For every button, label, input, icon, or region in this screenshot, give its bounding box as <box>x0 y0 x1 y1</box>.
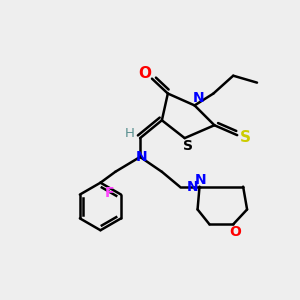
Text: O: O <box>139 66 152 81</box>
Text: S: S <box>183 139 193 153</box>
Text: S: S <box>240 130 250 145</box>
Text: H: H <box>125 127 135 140</box>
Text: N: N <box>193 92 204 106</box>
Text: O: O <box>229 225 241 239</box>
Text: N: N <box>135 150 147 164</box>
Text: N: N <box>195 173 206 187</box>
Text: F: F <box>104 186 114 200</box>
Text: N: N <box>187 180 198 194</box>
